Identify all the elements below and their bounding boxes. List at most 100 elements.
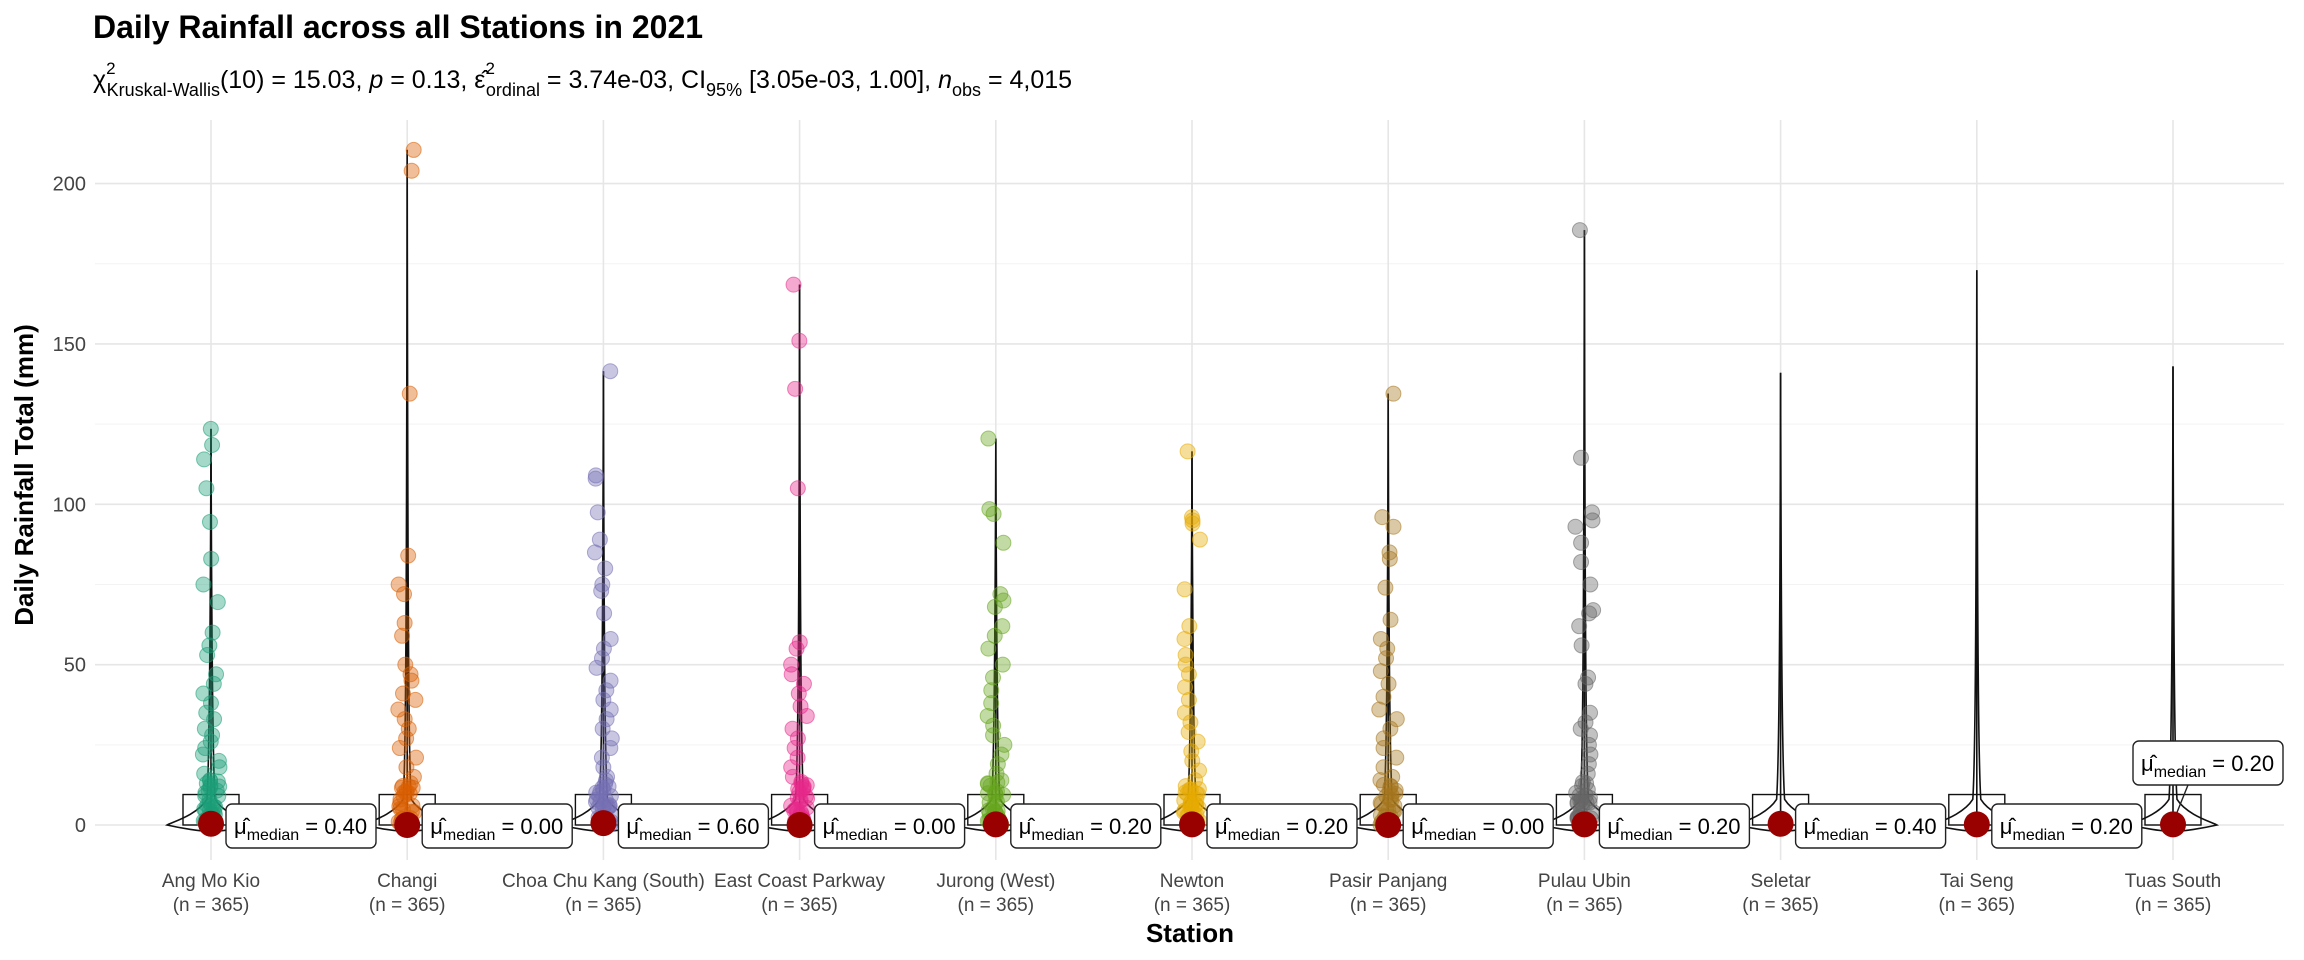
median-markers: μ̂median = 0.40 μ̂median = 0.00 μ̂median =… — [198, 740, 2284, 849]
data-point — [985, 505, 1002, 522]
x-tick-n-label: (n = 365) — [565, 895, 642, 916]
data-point — [198, 480, 215, 497]
data-point — [1375, 776, 1392, 793]
median-label-sub: median — [1620, 827, 1672, 844]
data-point — [196, 451, 213, 468]
subtitle-eff-sub: ordinal — [486, 80, 540, 100]
chart-subtitle: χ2 Kruskal-Wallis(10) = 15.03, p = 0.13, … — [93, 59, 1072, 100]
data-point — [995, 592, 1012, 609]
data-point — [985, 727, 1002, 744]
data-point — [197, 740, 214, 757]
data-point — [985, 669, 1002, 686]
data-point — [589, 504, 606, 521]
median-label: μ̂median = 0.00 — [823, 814, 956, 844]
data-point — [594, 576, 611, 593]
median-label-prefix: μ̂ — [626, 814, 643, 839]
data-point — [1377, 579, 1394, 596]
median-label: μ̂median = 0.00 — [1411, 814, 1544, 844]
data-point — [1584, 504, 1601, 521]
data-point — [792, 698, 809, 715]
subtitle-stat-value: (10) = 15.03, — [220, 66, 369, 94]
data-point — [596, 776, 613, 793]
data-point — [598, 711, 615, 728]
data-point — [1571, 787, 1588, 804]
data-point — [1189, 785, 1206, 802]
data-point — [983, 695, 1000, 712]
median-label: μ̂median = 0.20 — [2000, 814, 2133, 844]
subtitle-p-value: = 0.13, — [383, 66, 474, 94]
data-point — [995, 534, 1012, 551]
data-point — [1375, 740, 1392, 757]
median-dot — [198, 810, 224, 837]
median-label-prefix: μ̂ — [1607, 814, 1624, 839]
data-point — [209, 594, 226, 611]
data-point — [1180, 666, 1197, 683]
data-point — [402, 666, 419, 683]
data-point — [1371, 701, 1388, 718]
data-point — [1388, 749, 1405, 766]
data-point — [786, 740, 803, 757]
x-axis-title: Station — [1146, 918, 1234, 948]
x-tick-n-label: (n = 365) — [369, 895, 446, 916]
data-point — [1182, 714, 1199, 731]
data-point — [206, 711, 223, 728]
median-label-box — [1402, 803, 1554, 849]
x-tick-n-label: (n = 365) — [1154, 895, 1231, 916]
subtitle-eff-value: = 3.74e-03, CI — [540, 66, 706, 94]
data-point — [1388, 711, 1405, 728]
median-label-prefix: μ̂ — [1804, 814, 1821, 839]
y-axis-ticks: 0 50 100 150 200 — [53, 174, 86, 837]
data-point — [1374, 509, 1391, 526]
median-label: μ̂median = 0.20 — [1019, 814, 1152, 844]
x-tick-label: Tuas South — [2125, 871, 2221, 892]
data-point — [400, 720, 417, 737]
data-point — [1385, 518, 1402, 535]
data-point — [1381, 782, 1398, 799]
median-label: μ̂median = 0.00 — [430, 814, 563, 844]
y-tick-label: 50 — [64, 655, 86, 677]
y-axis-title: Daily Rainfall Total (mm) — [9, 324, 39, 625]
median-label: μ̂median = 0.20 — [1215, 814, 1348, 844]
data-point — [1582, 704, 1599, 721]
data-point — [195, 576, 212, 593]
median-label-sub: median — [1228, 827, 1280, 844]
median-label-sub: median — [639, 827, 691, 844]
data-point — [1189, 733, 1206, 750]
median-label-prefix: μ̂ — [823, 814, 840, 839]
median-label-box — [421, 803, 573, 849]
data-point — [1584, 512, 1601, 529]
median-label-connector — [2176, 784, 2189, 813]
subtitle-stat-sup: 2 — [106, 59, 115, 78]
data-point — [602, 672, 619, 689]
median-label-value: = 0.40 — [1869, 814, 1937, 839]
data-point — [1176, 704, 1193, 721]
data-point — [1573, 554, 1590, 571]
data-point — [596, 605, 613, 622]
data-point — [211, 759, 228, 776]
data-point — [981, 501, 998, 518]
data-point — [980, 785, 997, 802]
data-point — [401, 385, 418, 402]
data-point — [783, 666, 800, 683]
data-point — [1191, 531, 1208, 548]
median-label: μ̂median = 0.60 — [626, 814, 759, 844]
data-point — [210, 752, 227, 769]
subtitle-stat-sub: Kruskal-Wallis — [107, 80, 220, 100]
data-point — [408, 749, 425, 766]
data-point — [203, 550, 220, 567]
data-point — [1580, 669, 1597, 686]
data-point — [979, 707, 996, 724]
data-point — [205, 675, 222, 692]
data-point — [795, 675, 812, 692]
data-point — [593, 582, 610, 599]
median-label-sub: median — [443, 827, 495, 844]
data-point — [587, 470, 604, 487]
x-tick-n-label: (n = 365) — [2135, 895, 2212, 916]
data-point — [597, 560, 614, 577]
median-dot — [2160, 811, 2186, 838]
median-dot — [1963, 811, 1990, 838]
median-dot — [394, 812, 421, 838]
median-label-value: = 0.20 — [1084, 814, 1152, 839]
data-point — [1191, 762, 1208, 779]
